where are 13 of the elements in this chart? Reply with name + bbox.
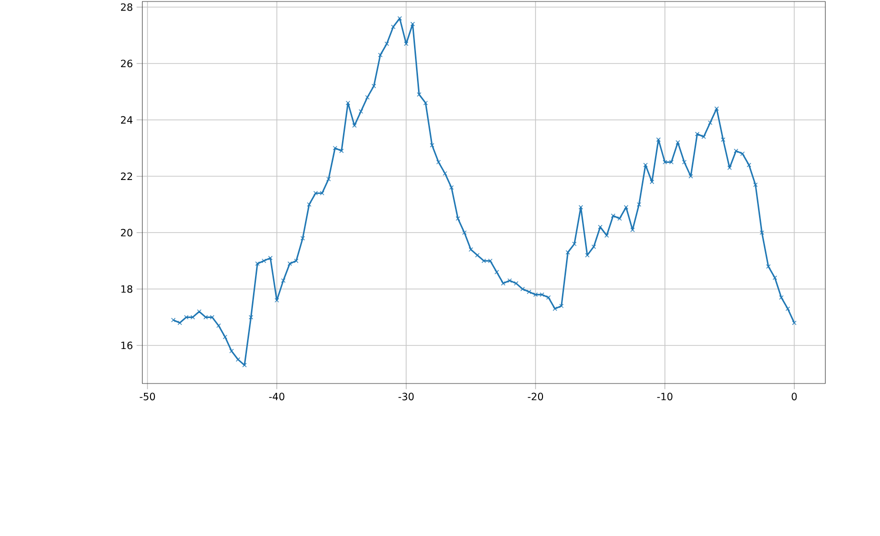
x-tick-label: 0: [792, 392, 797, 400]
y-tick-label: 20: [121, 229, 132, 237]
y-tick-label: 16: [121, 342, 132, 350]
x-tick-label: -50: [140, 392, 155, 400]
y-tick-label: 24: [121, 116, 132, 124]
y-tick-label: 18: [121, 285, 132, 293]
y-tick-label: 22: [121, 172, 132, 180]
x-tick-label: -30: [398, 392, 414, 400]
x-tick-label: -20: [528, 392, 544, 400]
x-tick-label: -40: [269, 392, 284, 400]
x-tick-label: -10: [657, 392, 672, 400]
y-tick-label: 26: [121, 60, 132, 68]
y-tick-label: 28: [121, 3, 132, 12]
